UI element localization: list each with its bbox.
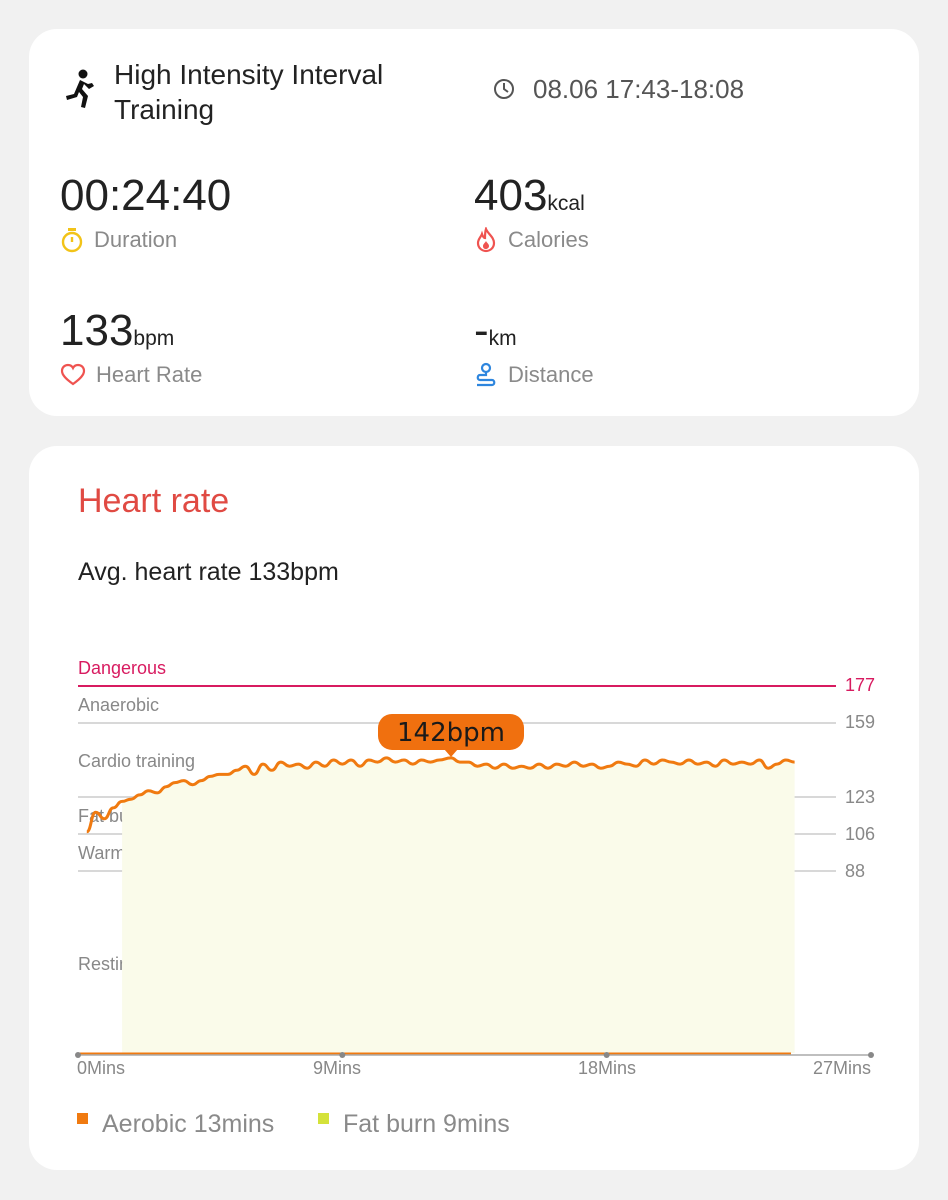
heart-rate-card: Heart rate Avg. heart rate 133bpm Danger… — [29, 446, 919, 1170]
peak-label: 142bpm — [397, 718, 505, 748]
heart-rate-title: Heart rate — [78, 482, 230, 520]
duration-stat: 00:24:40 Duration — [60, 171, 231, 253]
threshold-label-123: 123 — [845, 787, 876, 807]
x-tick-0: 0Mins — [77, 1058, 126, 1078]
distance-value: - — [474, 306, 489, 355]
legend-aerobic: Aerobic 13mins — [77, 1110, 274, 1139]
zone-label-anaerobic: Anaerobic — [78, 695, 160, 715]
route-icon — [476, 362, 496, 387]
duration-value: 00:24:40 — [60, 171, 232, 220]
legend-swatch-fat-burn — [318, 1113, 329, 1124]
heart-rate-chart: 142bpm — [75, 685, 874, 1058]
heart-rate-unit: bpm — [133, 327, 175, 350]
calories-value: 403 — [474, 171, 548, 220]
x-axis-dot-27 — [868, 1052, 874, 1058]
zone-label-dangerous: Dangerous — [78, 658, 167, 678]
x-axis-dot-9 — [339, 1052, 346, 1058]
clock-icon — [494, 79, 514, 99]
legend-label-aerobic: Aerobic 13mins — [102, 1110, 275, 1138]
x-axis-dot-0 — [75, 1052, 81, 1058]
stopwatch-icon — [61, 228, 83, 253]
flame-icon — [476, 227, 496, 253]
heart-rate-line — [86, 756, 795, 834]
x-tick-18: 18Mins — [578, 1058, 637, 1078]
heart-rate-label: Heart Rate — [96, 362, 203, 387]
peak-pointer — [444, 748, 459, 757]
calories-stat: 403 kcal Calories — [474, 171, 589, 253]
legend-swatch-aerobic — [77, 1113, 88, 1124]
avg-heart-rate: Avg. heart rate 133bpm — [78, 558, 339, 586]
time-range: 08.06 17:43-18:08 — [533, 74, 745, 104]
peak-marker: 142bpm — [378, 713, 525, 757]
peak-bubble — [378, 713, 525, 750]
distance-unit: km — [488, 327, 517, 350]
heart-rate-stat: 133 bpm Heart Rate — [60, 306, 202, 388]
legend-fat-burn: Fat burn 9mins — [318, 1110, 510, 1139]
threshold-label-159: 159 — [845, 712, 876, 732]
calories-unit: kcal — [547, 192, 585, 215]
threshold-label-106: 106 — [845, 824, 876, 844]
legend-label-fat-burn: Fat burn 9mins — [343, 1110, 510, 1138]
distance-stat: - km Distance — [474, 306, 594, 388]
x-axis-dot-18 — [603, 1052, 610, 1058]
duration-label: Duration — [94, 227, 178, 252]
running-icon — [66, 69, 94, 108]
threshold-label-88: 88 — [845, 861, 866, 881]
workout-name: High Intensity Interval Training — [114, 59, 384, 125]
zone-label-cardio: Cardio training — [78, 751, 196, 771]
workout-summary-card: High Intensity Interval Training 08.06 1… — [29, 29, 919, 416]
distance-label: Distance — [508, 362, 594, 387]
heart-icon — [60, 363, 86, 386]
threshold-label-177: 177 — [845, 675, 876, 695]
calories-label: Calories — [508, 227, 589, 252]
heart-rate-area — [122, 757, 795, 1053]
x-tick-9: 9Mins — [313, 1058, 362, 1078]
heart-rate-value: 133 — [60, 306, 134, 355]
x-tick-27: 27Mins — [813, 1058, 872, 1078]
